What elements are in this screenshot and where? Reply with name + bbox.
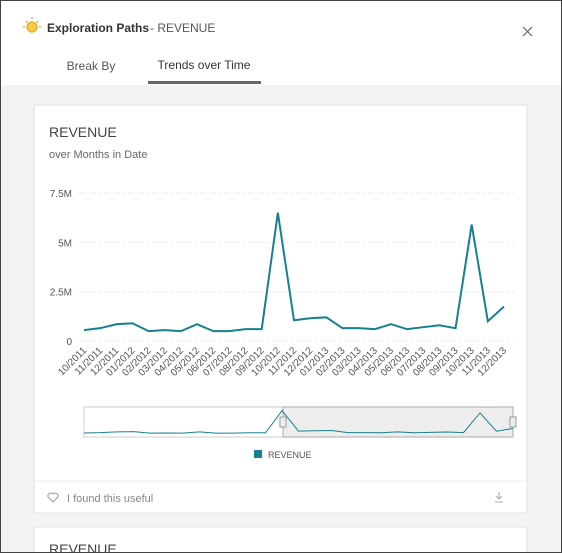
useful-text[interactable]: I found this useful <box>67 493 153 505</box>
header-context: - REVENUE <box>150 21 215 35</box>
plot: 02.5M5M7.5M10/201111/201112/201101/20120… <box>50 189 517 460</box>
y-tick-label: 5M <box>58 238 72 249</box>
navigator-selection <box>282 406 514 438</box>
chart-subtitle: over Months in Date <box>49 149 147 161</box>
next-card <box>33 526 528 552</box>
next-card-title: REVENUE <box>49 541 117 552</box>
header-bg <box>1 1 561 85</box>
download-icon[interactable] <box>495 492 503 503</box>
tab-underline <box>148 81 261 84</box>
navigator-handle <box>279 416 287 428</box>
close-button[interactable] <box>522 26 533 37</box>
legend-swatch <box>254 450 262 458</box>
navigator-handle <box>509 416 517 428</box>
series-line <box>83 212 505 333</box>
header-title: Exploration Paths <box>47 21 149 35</box>
legend-label: REVENUE <box>268 450 312 460</box>
chart-title: REVENUE <box>49 124 117 140</box>
y-tick-label: 2.5M <box>50 288 72 299</box>
y-tick-label: 7.5M <box>50 189 72 200</box>
bulb-icon <box>23 17 41 33</box>
card <box>33 104 528 514</box>
tab-active[interactable]: Trends over Time <box>158 58 251 72</box>
y-tick-label: 0 <box>66 337 72 348</box>
navigator-line <box>83 409 514 434</box>
tab[interactable]: Break By <box>67 59 116 73</box>
heart-icon[interactable] <box>47 492 59 503</box>
